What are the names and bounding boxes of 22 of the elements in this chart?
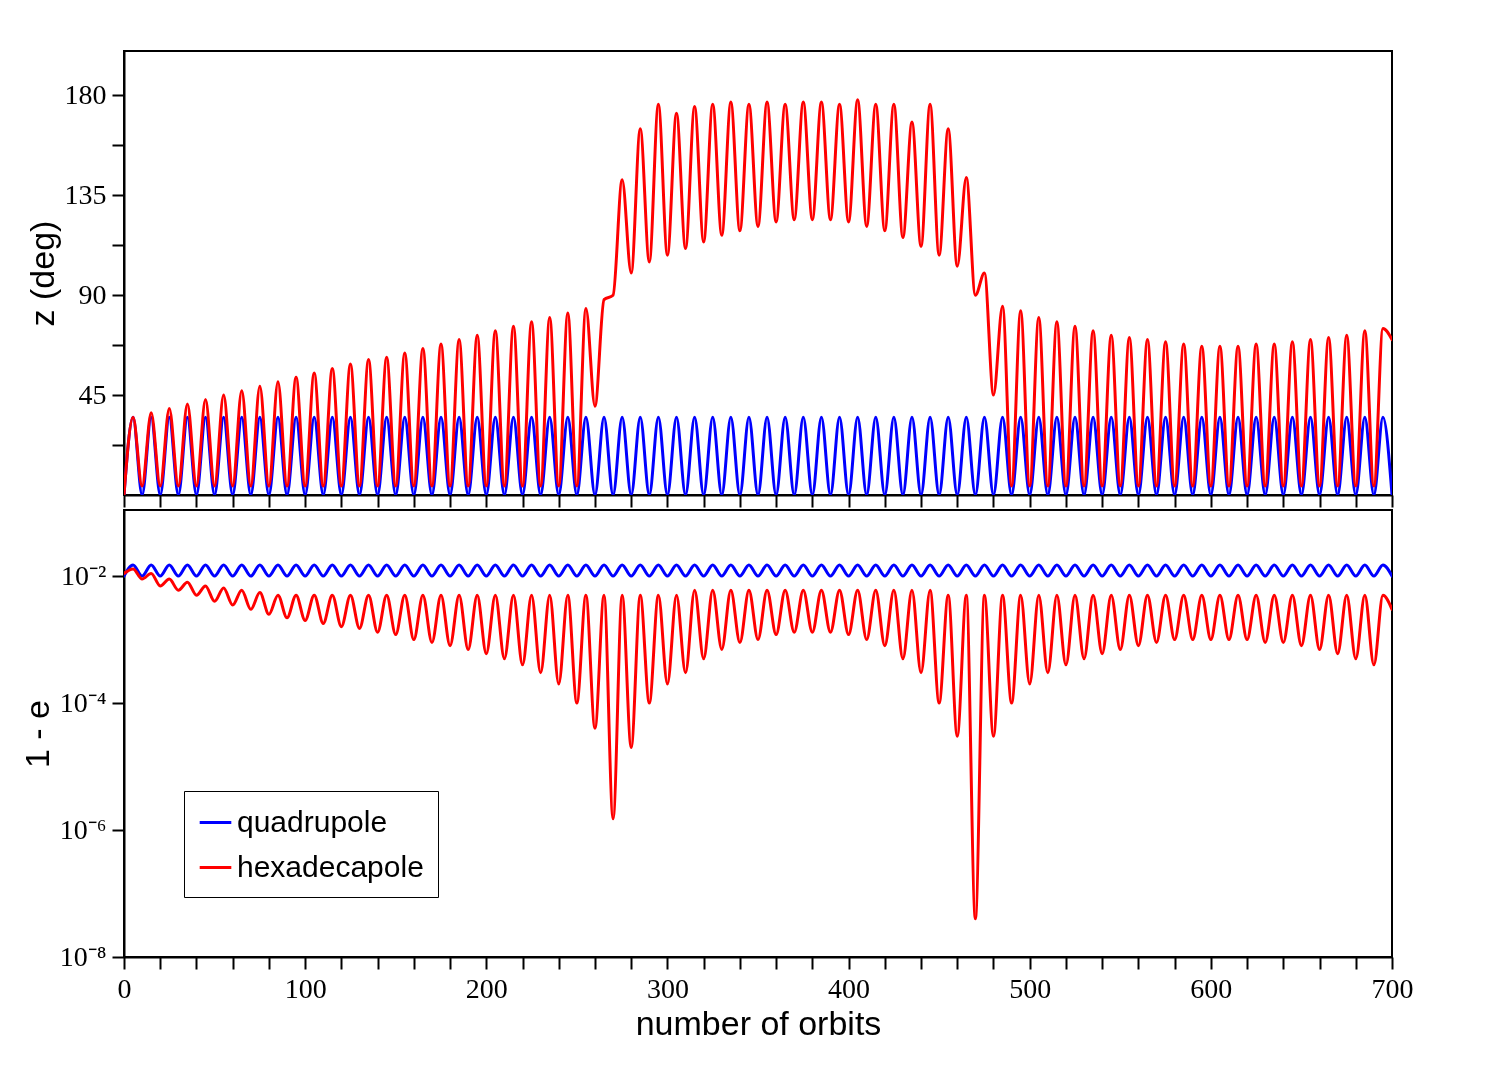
y-tick-label: 135 — [64, 178, 107, 210]
x-tick-label: 600 — [1190, 972, 1233, 1004]
legend-label: quadrupole — [237, 804, 388, 838]
x-tick-label: 400 — [828, 972, 871, 1004]
y-tick-label: 10⁻⁸ — [59, 940, 107, 972]
y-tick-label: 10⁻² — [61, 559, 107, 591]
x-tick-label: 300 — [646, 972, 689, 1004]
y-tick-label: 10⁻⁴ — [59, 686, 107, 718]
y-tick-label: 90 — [78, 278, 107, 310]
x-tick-label: 100 — [284, 972, 327, 1004]
legend-label: hexadecapole — [237, 849, 424, 883]
x-tick-label: 200 — [465, 972, 508, 1004]
x-tick-label: 500 — [1009, 972, 1052, 1004]
x-tick-label: 700 — [1371, 972, 1414, 1004]
y-tick-label: 10⁻⁶ — [59, 813, 107, 845]
x-axis-title: number of orbits — [635, 1003, 882, 1042]
y-axis-title: z (deg) — [22, 220, 61, 327]
y-tick-label: 45 — [78, 378, 107, 410]
y-axis-title: 1 - e — [17, 699, 56, 769]
y-tick-label: 180 — [64, 78, 107, 110]
line-series — [124, 567, 1392, 921]
x-tick-label: 0 — [117, 972, 132, 1004]
